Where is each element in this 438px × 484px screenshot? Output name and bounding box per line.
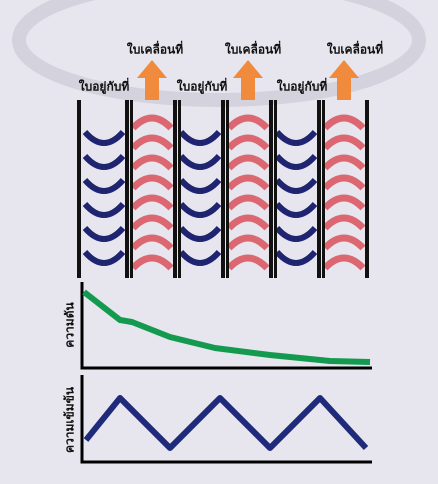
mobile-label: ใบเคลื่อนที่ <box>225 41 281 57</box>
red-band <box>322 234 366 251</box>
wall <box>221 100 225 278</box>
red-band <box>322 154 366 171</box>
axes <box>80 375 372 464</box>
red-band <box>322 194 366 211</box>
red-band <box>226 134 270 151</box>
y-label: ความเข้มข้น <box>63 386 77 453</box>
blue-band <box>274 225 318 242</box>
blue-band <box>178 201 222 218</box>
blue-band <box>274 153 318 170</box>
red-band <box>130 114 174 131</box>
stationary-label: ใบอยู่กับที่ <box>177 78 228 95</box>
red-band <box>226 154 270 171</box>
red-band <box>322 214 366 231</box>
watermark <box>12 0 426 107</box>
stationary-label: ใบอยู่กับที่ <box>79 78 130 95</box>
blue-band <box>178 153 222 170</box>
red-band <box>226 194 270 211</box>
blue-band <box>82 249 126 266</box>
blue-band <box>82 129 126 146</box>
blue-band <box>82 201 126 218</box>
red-band <box>226 234 270 251</box>
red-band <box>226 114 270 131</box>
wall <box>173 100 177 278</box>
wall <box>269 100 273 278</box>
red-band <box>226 214 270 231</box>
red-band <box>130 214 174 231</box>
wall <box>226 100 229 278</box>
red-band <box>130 134 174 151</box>
wall <box>317 100 321 278</box>
wall <box>322 100 325 278</box>
wall <box>365 100 369 278</box>
blue-band <box>82 225 126 242</box>
arrow <box>137 60 167 100</box>
red-band <box>130 174 174 191</box>
mobile-label: ใบเคลื่อนที่ <box>127 41 183 57</box>
wall <box>125 100 129 278</box>
red-band <box>130 194 174 211</box>
blue-band <box>178 225 222 242</box>
blue-band <box>82 153 126 170</box>
red-band <box>322 174 366 191</box>
concentration-curve <box>83 395 369 451</box>
columns <box>77 60 369 278</box>
wall <box>130 100 133 278</box>
stationary-label: ใบอยู่กับที่ <box>277 78 328 95</box>
pressure-curve <box>82 289 371 365</box>
wall <box>178 100 181 278</box>
wall <box>77 100 81 278</box>
red-band <box>322 134 366 151</box>
red-band <box>226 174 270 191</box>
axes <box>80 282 372 370</box>
y-label: ความดัน <box>63 302 77 348</box>
wall <box>274 100 277 278</box>
blue-band <box>274 129 318 146</box>
mobile-label: ใบเคลื่อนที่ <box>327 41 383 57</box>
red-band <box>322 114 366 131</box>
red-band <box>226 254 270 271</box>
blue-band <box>178 249 222 266</box>
arrow <box>233 60 263 100</box>
red-band <box>130 234 174 251</box>
blue-band <box>274 201 318 218</box>
arrow <box>329 60 359 100</box>
blue-band <box>178 177 222 194</box>
blue-band <box>274 177 318 194</box>
red-band <box>322 254 366 271</box>
blue-band <box>178 129 222 146</box>
red-band <box>130 154 174 171</box>
red-band <box>130 254 174 271</box>
blue-band <box>82 177 126 194</box>
blue-band <box>274 249 318 266</box>
